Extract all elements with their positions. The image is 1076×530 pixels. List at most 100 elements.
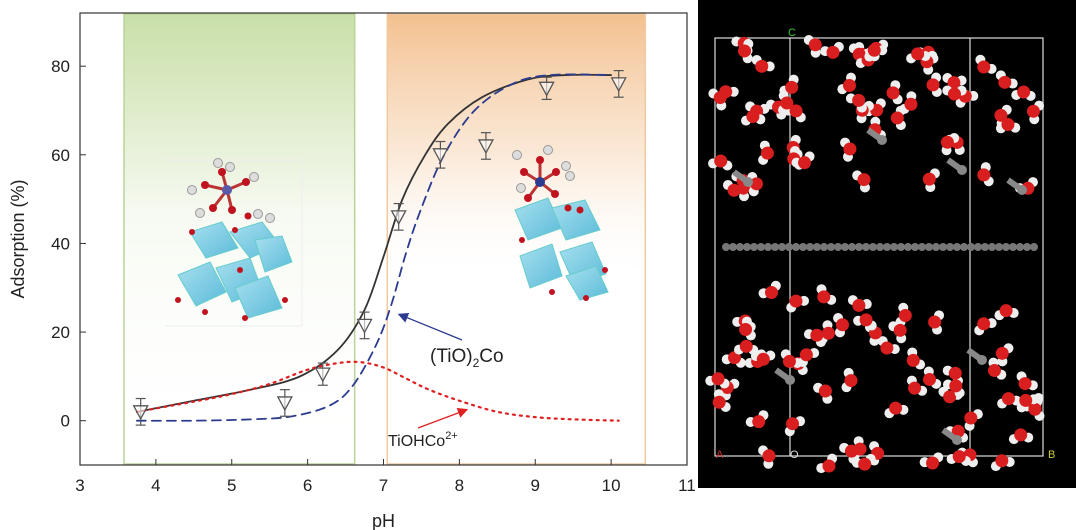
carbon-atom — [977, 355, 987, 365]
sheet-atom — [946, 243, 954, 251]
sheet-atom — [855, 243, 863, 251]
oxygen-atom — [859, 313, 873, 327]
carbon-atom — [1017, 185, 1027, 195]
oxygen-atom — [843, 142, 857, 156]
oxygen-atom — [760, 146, 774, 160]
oxygen-atom — [890, 111, 904, 125]
x-tick-label: 8 — [455, 476, 464, 495]
data-point — [610, 77, 627, 93]
oxygen-atom — [928, 315, 942, 329]
sheet-atom — [932, 243, 940, 251]
sheet-atom — [1016, 243, 1024, 251]
sheet-atom — [757, 243, 765, 251]
sheet-atom — [883, 243, 891, 251]
oxygen-atom — [808, 38, 822, 52]
annotation-tiohco: TiOHCo2+ — [388, 430, 458, 450]
oxygen-atom — [746, 109, 760, 123]
oxygen-atom — [1018, 377, 1032, 391]
oxygen-atom — [1001, 392, 1015, 406]
oxygen-atom — [926, 456, 940, 470]
oxygen-atom — [858, 457, 872, 471]
oxygen-atom — [738, 44, 752, 58]
sheet-atom — [841, 243, 849, 251]
carbon-atom — [957, 165, 967, 175]
oxygen-atom — [922, 372, 936, 386]
sheet-atom — [743, 243, 751, 251]
annotation-arrow-blue — [397, 312, 463, 341]
oxygen-atom — [844, 374, 858, 388]
sheet-atom — [750, 243, 758, 251]
axis-label-c: C — [788, 27, 796, 39]
oxygen-atom — [1017, 85, 1031, 99]
sheet-atom — [974, 243, 982, 251]
carbon-atom — [743, 177, 753, 187]
sheet-atom — [904, 243, 912, 251]
sheet-atom — [897, 243, 905, 251]
oxygen-atom — [1014, 428, 1028, 442]
oxygen-atom — [835, 318, 849, 332]
oxygen-atom — [739, 322, 753, 336]
sheet-atom — [995, 243, 1003, 251]
sheet-atom — [764, 243, 772, 251]
oxygen-atom — [711, 372, 725, 386]
series-line-dashed — [136, 73, 613, 422]
sheet-atom — [722, 243, 730, 251]
oxygen-atom — [749, 177, 763, 191]
oxygen-atom — [785, 80, 799, 94]
oxygen-atom — [889, 401, 903, 415]
x-tick-label: 3 — [75, 476, 84, 495]
oxygen-atom — [739, 339, 753, 353]
oxygen-atom — [857, 173, 871, 187]
y-tick-label: 40 — [51, 234, 70, 253]
oxygen-atom — [867, 43, 881, 57]
series-line-dotted — [135, 360, 620, 422]
shaded-region — [386, 13, 647, 465]
sheet-atom — [911, 243, 919, 251]
data-point — [538, 81, 555, 97]
oxygen-atom — [755, 59, 769, 73]
oxygen-atom — [789, 104, 803, 118]
oxygen-atom — [782, 354, 796, 368]
y-tick-label: 20 — [51, 323, 70, 342]
x-tick-label: 10 — [602, 476, 621, 495]
oxygen-atom — [964, 411, 978, 425]
oxygen-atom — [947, 87, 961, 101]
oxygen-atom — [852, 93, 866, 107]
oxygen-atom — [948, 366, 962, 380]
oxygen-atom — [1001, 118, 1015, 132]
oxygen-atom — [822, 459, 836, 473]
y-axis-label: Adsorption (%) — [8, 179, 28, 298]
oxygen-atom — [714, 154, 728, 168]
oxygen-atom — [821, 326, 835, 340]
oxygen-atom — [926, 78, 940, 92]
oxygen-atom — [977, 317, 991, 331]
sheet-atom — [890, 243, 898, 251]
sheet-atom — [1002, 243, 1010, 251]
oxygen-atom — [994, 108, 1008, 122]
oxygen-atom — [752, 415, 766, 429]
sheet-atom — [820, 243, 828, 251]
oxygen-atom — [817, 290, 831, 304]
axis-label-b: B — [1048, 449, 1055, 461]
y-tick-label: 0 — [61, 412, 70, 431]
data-point — [477, 139, 495, 155]
oxygen-atom — [949, 379, 963, 393]
carbon-atom — [952, 435, 962, 445]
oxygen-atom — [904, 97, 918, 111]
oxygen-atom — [799, 348, 813, 362]
sheet-atom — [862, 243, 870, 251]
oxygen-atom — [880, 341, 894, 355]
md-simulation-panel: C A O B — [698, 0, 1076, 488]
sheet-atom — [848, 243, 856, 251]
oxygen-atom — [886, 86, 900, 100]
inner-sphere-complex-illustration — [165, 158, 303, 327]
adsorption-chart: 3 4 5 6 7 8 9 10 11 0 20 40 60 80 pH Adsorption (%) — [8, 12, 696, 530]
data-point — [390, 210, 407, 226]
x-tick-label: 9 — [531, 476, 540, 495]
oxygen-atom — [977, 168, 991, 182]
x-tick-label: 6 — [303, 476, 312, 495]
oxygen-atom — [756, 352, 770, 366]
oxygen-atom — [826, 45, 840, 59]
oxygen-atom — [987, 364, 1001, 378]
annotation-tio2co: (TiO)2Co — [430, 346, 504, 370]
